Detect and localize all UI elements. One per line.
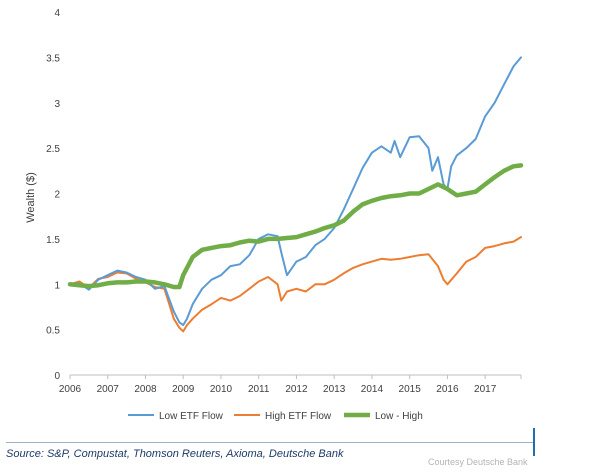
- y-tick-label: 0.5: [46, 326, 60, 337]
- footer-rule: [6, 442, 534, 443]
- x-tick-label: 2008: [134, 384, 157, 395]
- legend-label: Low ETF Flow: [159, 411, 224, 422]
- x-axis-ticks: 2006 2007 2008 2009 2010 2011 2012 2013 2014 2015…: [59, 375, 522, 395]
- x-tick-label: 2016: [436, 384, 459, 395]
- x-tick-label: 2014: [361, 384, 384, 395]
- x-tick-label: 2010: [210, 384, 233, 395]
- y-tick-label: 2.5: [46, 144, 60, 155]
- y-tick-label: 1.5: [46, 235, 60, 246]
- footer-accent-bar: [533, 428, 535, 456]
- x-tick-label: 2011: [248, 384, 270, 395]
- legend: Low ETF Flow High ETF Flow Low - High: [128, 411, 423, 422]
- series-line-low-high: [67, 163, 524, 290]
- y-axis-ticks: 0 0.5 1 1.5 2 2.5 3 3.5 4: [46, 8, 60, 382]
- y-tick-label: 2: [54, 190, 60, 201]
- legend-label: Low - High: [375, 411, 423, 422]
- y-tick-label: 4: [54, 8, 60, 19]
- legend-label: High ETF Flow: [265, 411, 332, 422]
- wealth-line-chart: 00.511.522.533.54 2006 2007 2008 2009 2010 20…: [25, 8, 524, 422]
- x-tick-label: 2006: [59, 384, 82, 395]
- x-tick-label: 2015: [399, 384, 422, 395]
- courtesy-watermark: Courtesy Deutsche Bank: [428, 457, 528, 467]
- x-tick-label: 2012: [285, 384, 308, 395]
- y-axis-label: Wealth ($): [25, 172, 37, 223]
- x-tick-label: 2007: [97, 384, 120, 395]
- source-note: Source: S&P, Compustat, Thomson Reuters,…: [6, 448, 344, 460]
- y-tick-label: 0: [54, 371, 60, 382]
- x-tick-label: 2009: [172, 384, 195, 395]
- series-lines: [67, 56, 524, 333]
- x-tick-label: 2017: [474, 384, 497, 395]
- series-line-high-etf-flow: [69, 236, 522, 333]
- y-tick-label: 1: [54, 280, 60, 291]
- y-tick-label: 3: [54, 99, 60, 110]
- y-tick-label: 3.5: [46, 53, 60, 64]
- x-tick-label: 2013: [323, 384, 346, 395]
